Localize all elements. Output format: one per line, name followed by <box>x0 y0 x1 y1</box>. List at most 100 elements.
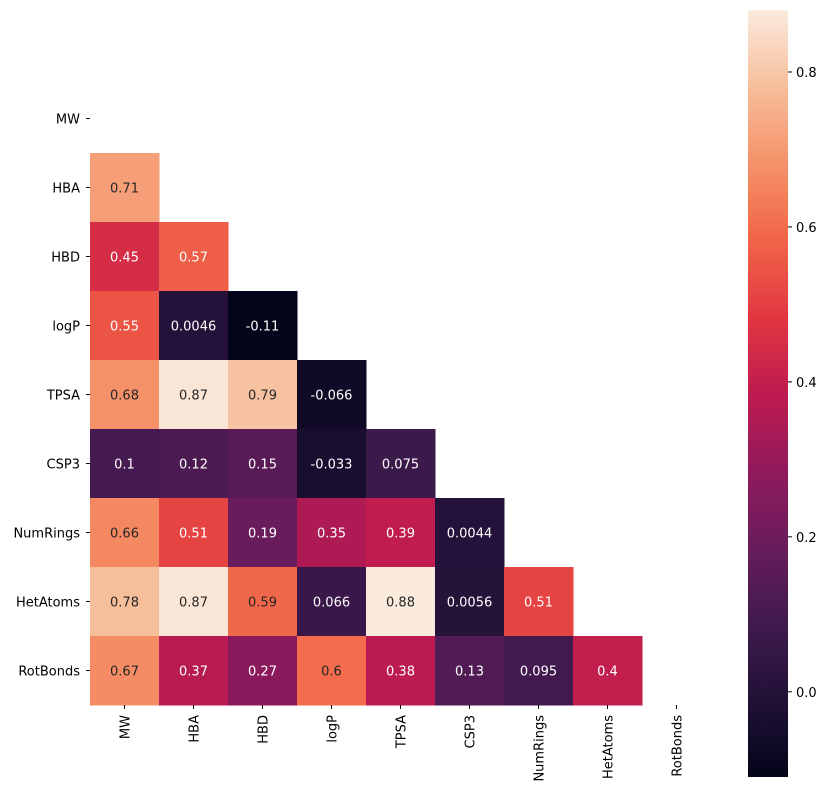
x-tick-label: HBD <box>257 715 272 744</box>
heatmap-cell-RotBonds-NumRings <box>504 636 574 706</box>
cell-value-label: 0.075 <box>382 458 419 473</box>
heatmap-cells <box>90 153 643 706</box>
colorbar-tick-label: 0.4 <box>796 376 817 391</box>
heatmap-cell-CSP3-TPSA <box>366 429 436 499</box>
x-tick-label: TPSA <box>395 715 410 749</box>
y-tick-label: HBA <box>52 182 80 197</box>
cell-value-label: 0.13 <box>455 665 484 680</box>
heatmap-cell-HetAtoms-HBA <box>159 567 229 637</box>
cell-value-label: 0.095 <box>520 665 557 680</box>
heatmap-cell-HetAtoms-TPSA <box>366 567 436 637</box>
cell-value-label: 0.1 <box>114 458 135 473</box>
cell-value-label: 0.68 <box>110 389 139 404</box>
cell-value-label: 0.87 <box>179 596 208 611</box>
heatmap-cell-CSP3-logP <box>297 429 367 499</box>
heatmap-cell-RotBonds-TPSA <box>366 636 436 706</box>
heatmap-cell-RotBonds-HBD <box>228 636 298 706</box>
heatmap-cell-TPSA-HBD <box>228 360 298 430</box>
colorbar-tick-label: 0.6 <box>796 221 817 236</box>
cell-value-label: 0.37 <box>179 665 208 680</box>
cell-value-label: -0.11 <box>246 320 280 335</box>
colorbar-gradient <box>748 10 788 777</box>
colorbar: 0.0 0.2 0.4 0.6 0.8 <box>748 10 817 777</box>
cell-value-label: 0.51 <box>524 596 553 611</box>
heatmap-cell-logP-MW <box>90 291 160 361</box>
heatmap-cell-logP-HBD <box>228 291 298 361</box>
cell-value-label: 0.71 <box>110 182 139 197</box>
y-tick-label: RotBonds <box>18 665 80 680</box>
heatmap-cell-NumRings-logP <box>297 498 367 568</box>
cell-value-label: 0.0056 <box>447 596 493 611</box>
cell-value-label: 0.35 <box>317 527 346 542</box>
cell-value-label: 0.88 <box>386 596 415 611</box>
cell-value-label: 0.55 <box>110 320 139 335</box>
cell-value-label: 0.27 <box>248 665 277 680</box>
heatmap-cell-TPSA-HBA <box>159 360 229 430</box>
heatmap-cell-logP-HBA <box>159 291 229 361</box>
heatmap-cell-HetAtoms-logP <box>297 567 367 637</box>
y-tick-label: logP <box>52 320 80 335</box>
x-axis: MW HBA HBD logP TPSA CSP3 NumRings HetAtoms RotB… <box>119 705 686 782</box>
heatmap-value-labels: 0.71 0.45 0.57 0.55 0.0046 -0.11 0.68 0.87 0.79 -… <box>110 182 618 680</box>
cell-value-label: 0.78 <box>110 596 139 611</box>
cell-value-label: 0.066 <box>313 596 350 611</box>
cell-value-label: 0.0046 <box>171 320 217 335</box>
colorbar-tick-label: 0.2 <box>796 531 817 546</box>
y-tick-label: HetAtoms <box>16 596 80 611</box>
cell-value-label: 0.67 <box>110 665 139 680</box>
heatmap-cell-RotBonds-CSP3 <box>435 636 505 706</box>
heatmap-cell-CSP3-HBA <box>159 429 229 499</box>
cell-value-label: 0.87 <box>179 389 208 404</box>
cell-value-label: 0.79 <box>248 389 277 404</box>
heatmap-cell-CSP3-HBD <box>228 429 298 499</box>
heatmap-cell-HetAtoms-NumRings <box>504 567 574 637</box>
heatmap-cell-HBD-HBA <box>159 222 229 292</box>
cell-value-label: 0.51 <box>179 527 208 542</box>
heatmap-cell-HetAtoms-MW <box>90 567 160 637</box>
heatmap-cell-NumRings-HBD <box>228 498 298 568</box>
y-tick-label: HBD <box>51 251 80 266</box>
heatmap-cell-RotBonds-logP <box>297 636 367 706</box>
cell-value-label: 0.0044 <box>447 527 493 542</box>
cell-value-label: 0.57 <box>179 251 208 266</box>
cell-value-label: 0.19 <box>248 527 277 542</box>
heatmap-cell-HBA-MW <box>90 153 160 223</box>
heatmap-cell-RotBonds-HBA <box>159 636 229 706</box>
cell-value-label: 0.45 <box>110 251 139 266</box>
cell-value-label: 0.12 <box>179 458 208 473</box>
heatmap-cell-HetAtoms-CSP3 <box>435 567 505 637</box>
colorbar-tick-label: 0.0 <box>796 686 817 701</box>
cell-value-label: 0.59 <box>248 596 277 611</box>
heatmap-cell-NumRings-MW <box>90 498 160 568</box>
cell-value-label: 0.39 <box>386 527 415 542</box>
y-tick-label: NumRings <box>13 527 80 542</box>
heatmap-cell-HetAtoms-HBD <box>228 567 298 637</box>
cell-value-label: 0.66 <box>110 527 139 542</box>
cell-value-label: 0.6 <box>321 665 342 680</box>
heatmap-cell-NumRings-CSP3 <box>435 498 505 568</box>
y-tick-label: CSP3 <box>47 458 80 473</box>
cell-value-label: -0.033 <box>311 458 353 473</box>
cell-value-label: 0.38 <box>386 665 415 680</box>
x-tick-label: logP <box>326 715 341 743</box>
x-tick-label: CSP3 <box>464 715 479 748</box>
heatmap-cell-TPSA-logP <box>297 360 367 430</box>
heatmap-cell-NumRings-TPSA <box>366 498 436 568</box>
y-tick-label: TPSA <box>46 389 80 404</box>
heatmap-cell-CSP3-MW <box>90 429 160 499</box>
heatmap-cell-TPSA-MW <box>90 360 160 430</box>
x-tick-label: MW <box>119 715 134 739</box>
cell-value-label: 0.4 <box>597 665 618 680</box>
y-axis: MW HBA HBD logP TPSA CSP3 NumRings HetAtoms RotB… <box>13 113 90 680</box>
heatmap-cell-RotBonds-MW <box>90 636 160 706</box>
heatmap-cell-NumRings-HBA <box>159 498 229 568</box>
x-tick-label: HetAtoms <box>602 715 617 779</box>
heatmap-cell-RotBonds-HetAtoms <box>573 636 643 706</box>
cell-value-label: 0.15 <box>248 458 277 473</box>
x-tick-label: HBA <box>188 715 203 743</box>
x-tick-label: RotBonds <box>671 715 686 777</box>
colorbar-tick-label: 0.8 <box>796 66 817 81</box>
x-tick-label: NumRings <box>533 715 548 782</box>
cell-value-label: -0.066 <box>311 389 353 404</box>
